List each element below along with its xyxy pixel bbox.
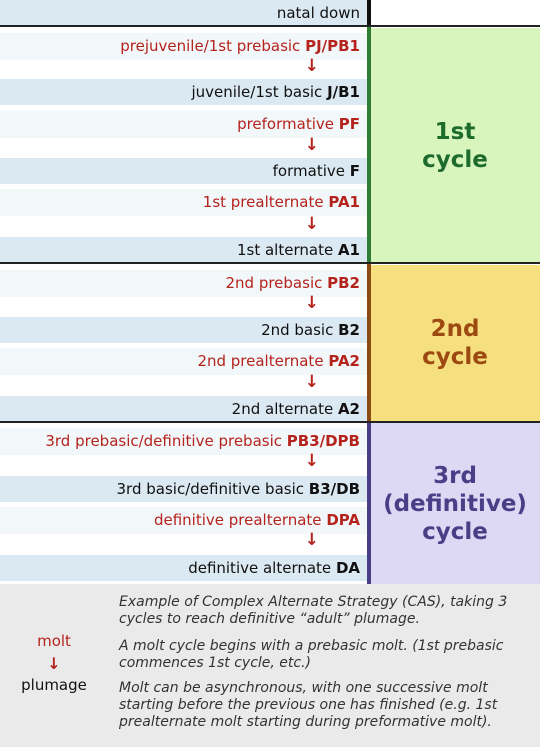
molt-label: definitive prealternate [153, 511, 327, 529]
molt-label: 2nd prealternate [197, 352, 329, 370]
cycle-divider [0, 421, 540, 423]
molt-row-2nd-prebasic: 2nd prebasic PB2 [0, 270, 367, 297]
legend-note-asynchronous: Molt can be asynchronous, with one succe… [119, 680, 498, 730]
cycle-1-bar [367, 26, 371, 263]
cycle-3-bar [367, 421, 371, 584]
molt-code: DPA [326, 511, 360, 529]
plumage-label: definitive alternate [188, 559, 336, 577]
molt-code: PF [338, 115, 360, 133]
plumage-label: 3rd basic/definitive basic [116, 480, 309, 498]
cycle-panel-1: 1st cycle [370, 28, 540, 263]
down-arrow-icon: ↓ [304, 530, 319, 550]
down-arrow-icon: ↓ [304, 56, 319, 76]
plumage-row-natal-down: natal down [0, 0, 367, 26]
molt-label: preformative [237, 115, 339, 133]
legend-arrow-icon: ↓ [47, 654, 61, 673]
cycle-2-line2: cycle [422, 344, 488, 370]
plumage-label: formative [272, 162, 350, 180]
plumage-label: juvenile/1st basic [191, 83, 328, 101]
cycle-divider [0, 25, 540, 27]
molt-code: PJ/PB1 [305, 37, 360, 55]
molt-row-1st-prealternate: 1st prealternate PA1 [0, 189, 367, 216]
cycle-3-line3: cycle [422, 518, 488, 545]
plumage-code: DA [335, 559, 360, 577]
cycle-2-bar [367, 263, 371, 421]
legend-plumage-label: plumage [21, 676, 87, 694]
cycle-panel-2: 2nd cycle [370, 265, 540, 421]
plumage-row-3rd-basic: 3rd basic/definitive basic B3/DB [0, 476, 367, 502]
molt-code: PA2 [328, 352, 360, 370]
plumage-label: natal down [276, 4, 360, 22]
cycle-panel-3: 3rd (definitive) cycle [370, 423, 540, 584]
molt-label: 3rd prebasic/definitive prebasic [45, 432, 287, 450]
plumage-code: A1 [337, 241, 360, 259]
plumage-label: 2nd basic [261, 321, 339, 339]
molt-row-definitive-prealternate: definitive prealternate DPA [0, 507, 367, 534]
molt-label: 1st prealternate [202, 193, 329, 211]
molt-code: PB2 [327, 274, 360, 292]
molt-label: 2nd prebasic [225, 274, 328, 292]
legend-panel: molt ↓ plumage Example of Complex Altern… [0, 584, 540, 747]
down-arrow-icon: ↓ [304, 372, 319, 392]
plumage-code: J/B1 [327, 83, 360, 101]
plumage-code: F [349, 162, 360, 180]
plumage-row-juvenile: juvenile/1st basic J/B1 [0, 79, 367, 105]
molt-row-prejuvenile: prejuvenile/1st prebasic PJ/PB1 [0, 33, 367, 60]
plumage-row-1st-alternate: 1st alternate A1 [0, 237, 367, 263]
cycle-divider [0, 262, 540, 264]
cycle-1-line2: cycle [422, 146, 488, 173]
molt-row-preformative: preformative PF [0, 111, 367, 138]
down-arrow-icon: ↓ [304, 135, 319, 155]
plumage-row-definitive-alternate: definitive alternate DA [0, 555, 367, 581]
molt-row-3rd-prebasic: 3rd prebasic/definitive prebasic PB3/DPB [0, 428, 367, 455]
plumage-row-formative: formative F [0, 158, 367, 184]
molt-code: PA1 [328, 193, 360, 211]
plumage-code: B3/DB [308, 480, 360, 498]
molt-code: PB3/DPB [286, 432, 360, 450]
plumage-row-2nd-basic: 2nd basic B2 [0, 317, 367, 343]
natal-bar [367, 0, 371, 26]
legend-note-cycle-start: A molt cycle begins with a prebasic molt… [119, 638, 504, 671]
molt-row-2nd-prealternate: 2nd prealternate PA2 [0, 348, 367, 375]
down-arrow-icon: ↓ [304, 214, 319, 234]
plumage-row-2nd-alternate: 2nd alternate A2 [0, 396, 367, 422]
legend-molt-label: molt [37, 632, 71, 650]
cycle-2-line1: 2nd [430, 316, 480, 342]
plumage-label: 1st alternate [236, 241, 338, 259]
down-arrow-icon: ↓ [304, 293, 319, 313]
plumage-label: 2nd alternate [231, 400, 338, 418]
plumage-code: B2 [338, 321, 360, 339]
cycle-3-line2: (definitive) [383, 490, 527, 517]
plumage-code: A2 [337, 400, 360, 418]
cycle-1-line1: 1st [434, 118, 476, 145]
cycle-3-line1: 3rd [433, 462, 477, 489]
legend-note-cas: Example of Complex Alternate Strategy (C… [119, 594, 508, 627]
down-arrow-icon: ↓ [304, 451, 319, 471]
molt-label: prejuvenile/1st prebasic [120, 37, 306, 55]
